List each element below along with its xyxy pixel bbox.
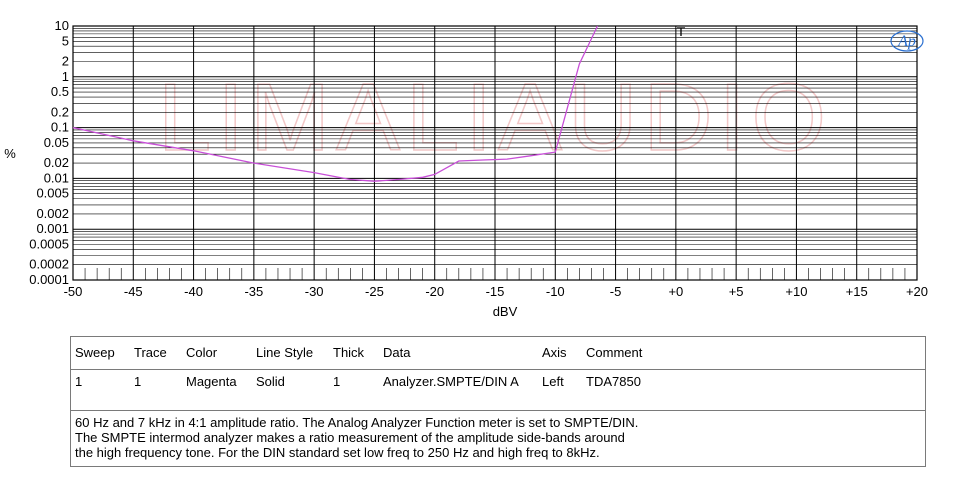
- x-tick-label: -15: [486, 284, 505, 299]
- cell-data: Analyzer.SMPTE/DIN A: [383, 374, 519, 389]
- y-tick-label: 0.01: [44, 170, 69, 185]
- y-tick-label: 1: [62, 69, 69, 84]
- x-tick-label: +20: [906, 284, 928, 299]
- x-tick-label: -20: [425, 284, 444, 299]
- distortion-chart: LIMALIAUDIO105210.50.20.10.050.020.010.0…: [4, 18, 928, 319]
- cell-axis: Left: [542, 374, 564, 389]
- x-tick-label: -50: [64, 284, 83, 299]
- header-color: Color: [186, 345, 218, 360]
- y-tick-label: 0.0002: [29, 257, 69, 272]
- x-tick-label: +5: [729, 284, 744, 299]
- y-axis-label: %: [4, 146, 16, 161]
- x-tick-label: -40: [184, 284, 203, 299]
- cursor-marker-icon: [677, 27, 685, 36]
- watermark-text: LIMALIAUDIO: [158, 64, 832, 171]
- y-tick-label: 10: [55, 18, 69, 33]
- header-line-style: Line Style: [256, 345, 314, 360]
- series-line: [72, 25, 599, 182]
- comment-line: the high frequency tone. For the DIN sta…: [75, 445, 600, 460]
- x-tick-label: -45: [124, 284, 143, 299]
- y-tick-label: 2: [62, 54, 69, 69]
- x-tick-label: +10: [785, 284, 807, 299]
- cell-comment: TDA7850: [586, 374, 641, 389]
- cell-sweep: 1: [75, 374, 83, 389]
- header-data: Data: [383, 345, 411, 360]
- comment-line: The SMPTE intermod analyzer makes a rati…: [75, 430, 625, 445]
- y-tick-label: 0.001: [36, 221, 69, 236]
- y-tick-label: 0.005: [36, 186, 69, 201]
- y-tick-label: 0.1: [51, 120, 69, 135]
- y-tick-label: 0.002: [36, 206, 69, 221]
- cell-trace: 1: [134, 374, 142, 389]
- ap-logo-icon: [890, 30, 924, 52]
- x-tick-label: -30: [305, 284, 324, 299]
- header-sweep: Sweep: [75, 345, 115, 360]
- chart-area: LIMALIAUDIO 10 5 2 1 0.5 0.2 0.1 0.05 0.02 0.01 0.0…: [4, 18, 928, 319]
- sweep-info-table: Sweep Trace Color Line Style Thick Data …: [70, 336, 926, 467]
- x-tick-label: +0: [668, 284, 683, 299]
- y-tick-label: 0.05: [44, 135, 69, 150]
- y-tick-label: 5: [62, 33, 69, 48]
- y-tick-label: 0.0001: [29, 272, 69, 287]
- y-tick-label: 0.2: [51, 104, 69, 119]
- ap-logo-text: Ap: [897, 33, 916, 50]
- x-tick-label: -10: [546, 284, 565, 299]
- table-row: 1 1 Magenta Solid 1 Analyzer.SMPTE/DIN A…: [71, 370, 925, 411]
- comment-line: 60 Hz and 7 kHz in 4:1 amplitude ratio. …: [75, 415, 639, 430]
- header-thick: Thick: [333, 345, 365, 360]
- x-axis-label: dBV: [493, 304, 518, 319]
- header-comment: Comment: [586, 345, 643, 360]
- cell-thick: 1: [333, 374, 341, 389]
- x-tick-label: +15: [846, 284, 868, 299]
- x-tick-label: -35: [244, 284, 263, 299]
- x-tick-label: -25: [365, 284, 384, 299]
- y-tick-label: 0.0005: [29, 236, 69, 251]
- header-axis: Axis: [542, 345, 567, 360]
- y-tick-label: 0.5: [51, 84, 69, 99]
- comment-block: 60 Hz and 7 kHz in 4:1 amplitude ratio. …: [71, 411, 925, 466]
- plot-frame: [72, 25, 918, 281]
- x-tick-label: -5: [610, 284, 622, 299]
- y-tick-label: 0.02: [44, 155, 69, 170]
- table-header-row: Sweep Trace Color Line Style Thick Data …: [71, 337, 925, 370]
- header-trace: Trace: [134, 345, 167, 360]
- cell-line-style: Solid: [256, 374, 285, 389]
- cell-color: Magenta: [186, 374, 237, 389]
